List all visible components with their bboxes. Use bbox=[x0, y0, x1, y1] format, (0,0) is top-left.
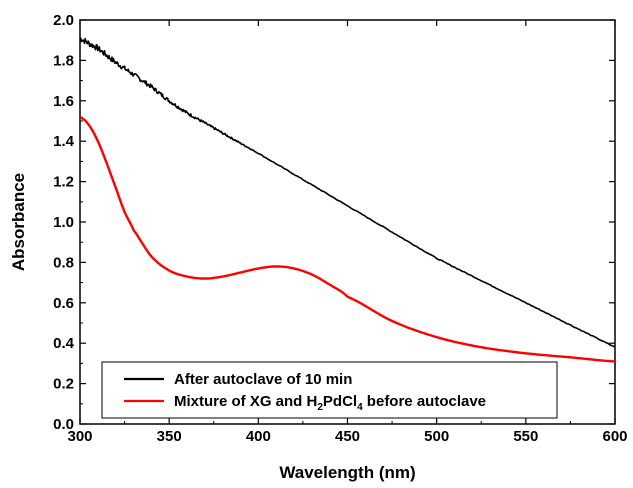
x-tick-label: 350 bbox=[157, 428, 182, 445]
y-tick-label: 1.2 bbox=[53, 174, 74, 191]
series-line-1 bbox=[79, 115, 616, 363]
legend-text-part: before autoclave bbox=[363, 393, 486, 410]
y-tick-label: 0.0 bbox=[53, 416, 74, 433]
y-axis-ticks: 0.0 0.2 0.4 0.6 0.8 1.0 1.2 1.4 1.6 1.8 2.0 bbox=[53, 12, 615, 433]
legend-label-0: After autoclave of 10 min bbox=[174, 371, 352, 388]
x-axis-ticks: 300 350 400 450 500 550 600 bbox=[67, 20, 628, 445]
y-tick-label: 1.0 bbox=[53, 214, 74, 231]
y-tick-label: 0.4 bbox=[53, 335, 75, 352]
x-tick-label: 400 bbox=[246, 428, 271, 445]
y-tick-label: 1.8 bbox=[53, 52, 74, 69]
legend-box bbox=[101, 361, 558, 419]
x-axis-title: Wavelength (nm) bbox=[279, 463, 415, 482]
legend-text-part: PdCl bbox=[323, 393, 357, 410]
x-tick-label: 300 bbox=[67, 428, 92, 445]
y-axis-title: Absorbance bbox=[9, 173, 28, 271]
series-line-0 bbox=[79, 37, 616, 348]
legend-text-part: Mixture of XG and H bbox=[174, 393, 317, 410]
legend: After autoclave of 10 min Mixture of XG a… bbox=[101, 361, 558, 419]
legend-subscript: 4 bbox=[357, 402, 363, 413]
y-tick-label: 0.2 bbox=[53, 376, 74, 393]
legend-text-part: After autoclave of 10 min bbox=[174, 371, 352, 388]
y-tick-label: 1.4 bbox=[53, 133, 75, 150]
x-tick-label: 600 bbox=[602, 428, 627, 445]
legend-label-1: Mixture of XG and H2PdCl4 before autocla… bbox=[174, 393, 486, 413]
y-tick-label: 0.8 bbox=[53, 254, 74, 271]
x-tick-label: 500 bbox=[424, 428, 449, 445]
y-tick-label: 2.0 bbox=[53, 12, 74, 29]
x-tick-label: 450 bbox=[335, 428, 360, 445]
legend-subscript: 2 bbox=[317, 402, 323, 413]
series-layer bbox=[79, 37, 616, 363]
y-tick-label: 0.6 bbox=[53, 295, 74, 312]
x-tick-label: 550 bbox=[513, 428, 538, 445]
y-tick-label: 1.6 bbox=[53, 93, 74, 110]
